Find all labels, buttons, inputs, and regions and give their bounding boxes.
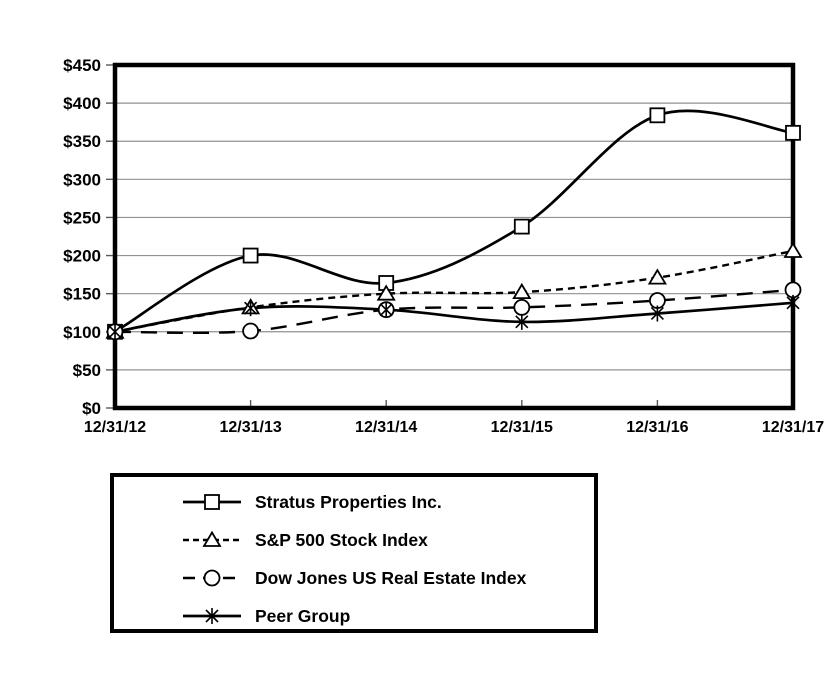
y-tick-label: $100 [63, 323, 101, 342]
marker-triangle-s-p-500-stock-index [783, 241, 803, 258]
legend-triangle-line-icon [183, 530, 241, 547]
legend-item-stratus-properties-inc: Stratus Properties Inc. [182, 483, 594, 521]
marker-asterisk-legend [205, 608, 219, 624]
marker-asterisk-peer-group [515, 313, 529, 330]
x-tick-label: 12/31/16 [626, 419, 688, 436]
marker-asterisk-peer-group [650, 305, 664, 322]
y-tick-label: $200 [63, 247, 101, 266]
legend-label-s-p-500-stock-index: S&P 500 Stock Index [255, 529, 428, 550]
series-markers-stratus-properties-inc [107, 107, 801, 340]
legend-circle-line-icon [183, 569, 241, 587]
y-tick-label: $400 [63, 94, 101, 113]
marker-circle-dow-jones-us-real-estate-index [242, 322, 260, 340]
x-tick-label: 12/31/12 [84, 419, 146, 436]
y-tick-label: $50 [73, 361, 101, 380]
legend-item-s-p-500-stock-index: S&P 500 Stock Index [182, 521, 594, 559]
marker-square-legend [204, 494, 220, 510]
legend-box: Stratus Properties Inc. S&P 500 Stock Ind… [110, 473, 598, 633]
legend-label-peer-group: Peer Group [255, 605, 351, 626]
marker-asterisk-peer-group [379, 301, 393, 318]
legend-square-line-icon [183, 494, 241, 510]
marker-square-stratus-properties-inc [785, 124, 801, 141]
marker-asterisk-peer-group [786, 294, 800, 311]
legend-asterisk-line-icon [183, 608, 241, 624]
legend-item-peer-group: Peer Group [182, 597, 594, 635]
x-tick-label: 12/31/17 [762, 419, 824, 436]
y-tick-label: $350 [63, 132, 101, 151]
marker-asterisk-peer-group [108, 323, 122, 340]
x-tick-label: 12/31/14 [355, 419, 417, 436]
x-tick-label: 12/31/15 [491, 419, 553, 436]
y-tick-label: $250 [63, 208, 101, 227]
marker-triangle-legend [202, 530, 222, 547]
marker-triangle-s-p-500-stock-index [647, 268, 667, 285]
y-tick-label: $450 [63, 56, 101, 75]
marker-square-stratus-properties-inc [649, 107, 666, 124]
series-line-dow-jones-us-real-estate-index [114, 288, 794, 335]
y-tick-label: $300 [63, 170, 101, 189]
marker-circle-dow-jones-us-real-estate-index [513, 298, 531, 316]
marker-square-stratus-properties-inc [242, 247, 259, 264]
marker-triangle-s-p-500-stock-index [512, 282, 532, 300]
series-line-stratus-properties-inc [114, 109, 794, 333]
series-markers-s-p-500-stock-index [105, 241, 803, 339]
marker-square-stratus-properties-inc [513, 218, 530, 235]
legend-item-dow-jones-us-real-estate-index: Dow Jones US Real Estate Index [182, 559, 594, 597]
series-line-peer-group [114, 301, 794, 334]
plot-frame [112, 62, 796, 411]
marker-circle-legend [203, 569, 221, 587]
legend-label-dow-jones-us-real-estate-index: Dow Jones US Real Estate Index [255, 567, 527, 588]
y-tick-label: $0 [82, 399, 101, 418]
legend-label-stratus-properties-inc: Stratus Properties Inc. [255, 491, 442, 512]
series-markers-peer-group [108, 294, 800, 340]
marker-asterisk-peer-group [244, 300, 258, 317]
marker-triangle-s-p-500-stock-index [376, 284, 396, 301]
y-tick-label: $150 [63, 285, 101, 304]
performance-line-chart: $0 $50 $100 $150 $200 $250 $300 $350 $400 $450 12/… [63, 56, 824, 436]
x-tick-label: 12/31/13 [219, 419, 281, 436]
